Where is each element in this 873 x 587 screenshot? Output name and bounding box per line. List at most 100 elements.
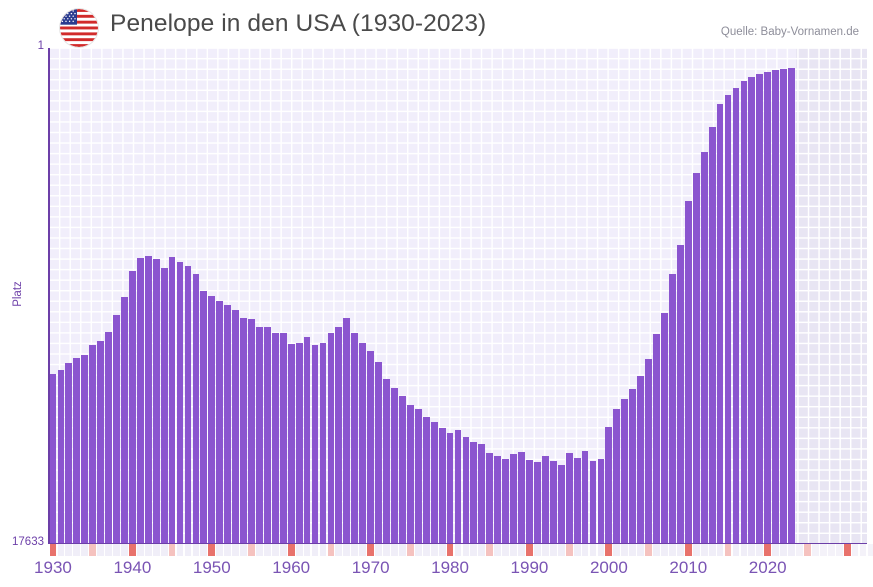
bar-1953: [232, 310, 240, 543]
bar-2017: [740, 81, 748, 543]
bar-1983: [470, 441, 478, 543]
bar-1942: [144, 255, 152, 543]
x-tick-2027: [819, 544, 827, 557]
y-axis-top-tick-label: 1: [37, 40, 44, 52]
x-tick-1964: [319, 544, 327, 557]
bar-1994: [557, 465, 565, 543]
bar-1987: [502, 458, 510, 543]
x-tick-1950: [208, 544, 216, 557]
bar-2022: [780, 68, 787, 543]
bar-1940: [128, 270, 136, 543]
x-tick-1953: [232, 544, 240, 557]
bar-1980: [446, 432, 454, 543]
x-tick-1980: [446, 544, 454, 557]
bar-1937: [105, 332, 112, 543]
x-tick-1997: [581, 544, 589, 557]
x-tick-1947: [184, 544, 192, 557]
bar-1948: [192, 273, 200, 543]
x-tick-2021: [772, 544, 780, 557]
bar-1938: [113, 315, 120, 543]
x-tick-2017: [740, 544, 748, 557]
x-tick-2002: [621, 544, 629, 557]
x-tick-2032: [859, 544, 867, 557]
bar-1970: [367, 350, 375, 543]
x-tick-1978: [430, 544, 438, 557]
bar-1975: [406, 405, 414, 543]
bar-1962: [303, 336, 311, 543]
chart-header: Penelope in den USA (1930-2023) Quelle: …: [0, 0, 873, 48]
x-tick-1932: [65, 544, 73, 557]
bar-1946: [176, 262, 184, 543]
us-flag-icon: [60, 9, 98, 47]
bar-2011: [692, 172, 700, 543]
bar-1964: [319, 342, 327, 543]
x-tick-1931: [57, 544, 65, 557]
x-tick-1937: [105, 544, 112, 557]
x-tick-1991: [534, 544, 541, 557]
x-tick-1946: [176, 544, 184, 557]
x-tick-2016: [732, 544, 740, 557]
x-tick-2033: [867, 544, 873, 557]
x-tick-1990: [526, 544, 533, 557]
bar-2005: [645, 358, 652, 543]
x-axis-tick-band: [49, 544, 873, 557]
x-tick-2001: [613, 544, 621, 557]
x-tick-2005: [645, 544, 652, 557]
x-tick-1969: [359, 544, 367, 557]
x-tick-1944: [160, 544, 168, 557]
x-tick-1979: [438, 544, 446, 557]
x-tick-1988: [510, 544, 517, 557]
y-axis-title: Platz: [12, 281, 24, 307]
bar-1995: [565, 452, 573, 543]
x-tick-1954: [240, 544, 247, 557]
x-tick-1948: [192, 544, 200, 557]
bar-2015: [724, 95, 732, 543]
x-tick-1943: [152, 544, 160, 557]
x-tick-1972: [383, 544, 390, 557]
x-tick-1999: [597, 544, 605, 557]
bar-1998: [589, 460, 597, 543]
x-tick-1966: [335, 544, 343, 557]
x-tick-1985: [486, 544, 494, 557]
bar-1979: [438, 428, 446, 543]
bar-1959: [279, 332, 287, 543]
x-axis-line: [49, 542, 867, 545]
x-tick-2007: [661, 544, 668, 557]
x-tick-2024: [796, 544, 803, 557]
bar-1989: [518, 452, 525, 543]
x-tick-1970: [367, 544, 375, 557]
x-tick-1936: [97, 544, 104, 557]
y-axis-line: [48, 48, 50, 544]
x-tick-2013: [708, 544, 716, 557]
x-tick-1962: [303, 544, 311, 557]
x-tick-1993: [549, 544, 557, 557]
bar-2002: [621, 398, 629, 543]
x-tick-2025: [804, 544, 811, 557]
bar-1977: [422, 417, 430, 543]
bar-1984: [478, 444, 486, 543]
bar-2020: [764, 72, 772, 543]
x-axis-label-1970: 1970: [351, 558, 390, 577]
x-tick-2029: [835, 544, 843, 557]
x-tick-1951: [216, 544, 224, 557]
x-tick-1977: [422, 544, 430, 557]
bar-2007: [661, 312, 668, 543]
x-tick-1992: [541, 544, 549, 557]
bar-1986: [494, 456, 502, 543]
x-tick-1933: [73, 544, 81, 557]
bar-2004: [637, 376, 645, 543]
x-tick-2015: [724, 544, 732, 557]
x-tick-2020: [764, 544, 772, 557]
bar-1958: [271, 332, 279, 543]
x-tick-1965: [327, 544, 335, 557]
bar-1988: [510, 453, 517, 543]
x-tick-2003: [629, 544, 637, 557]
x-tick-2011: [692, 544, 700, 557]
bar-1956: [256, 327, 263, 543]
bar-1934: [81, 354, 89, 543]
x-tick-1998: [589, 544, 597, 557]
x-tick-2014: [716, 544, 724, 557]
bar-1981: [454, 429, 462, 543]
bar-1941: [136, 258, 144, 543]
bar-1992: [541, 455, 549, 543]
